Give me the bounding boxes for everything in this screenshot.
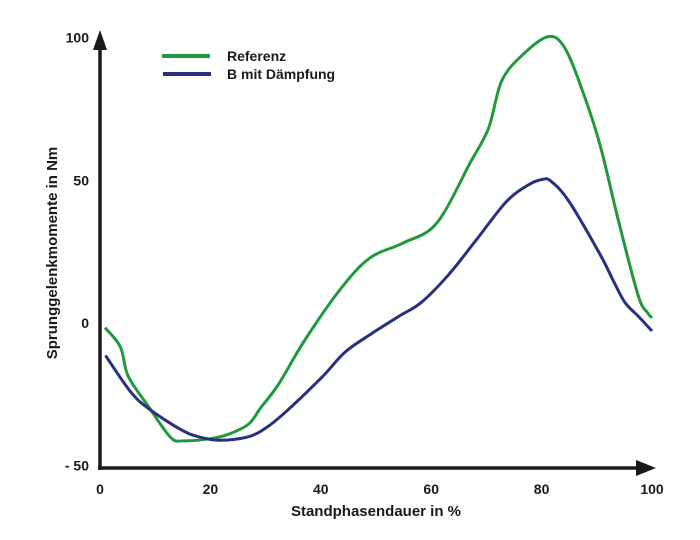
x-tick-label: 60 [423,481,439,497]
axes [93,30,656,476]
x-tick-label: 20 [203,481,219,497]
legend-label-referenz: Referenz [227,48,286,64]
y-tick-label: - 50 [65,458,89,474]
x-tick-label: 0 [96,481,104,497]
x-tick-label: 100 [640,481,664,497]
series-line-b-mit-daempfung [104,177,654,442]
x-tick-label: 80 [534,481,550,497]
y-tick-label: 100 [66,30,90,46]
x-axis-arrow [636,460,656,476]
legend: Referenz B mit Dämpfung [162,48,335,82]
legend-label-b-mit-daempfung: B mit Dämpfung [227,66,335,82]
x-axis-label: Standphasendauer in % [291,503,461,520]
y-axis-arrow [93,30,107,50]
series-line-referenz [103,34,654,443]
y-axis-label: Sprunggelenkmomente in Nm [44,147,61,360]
y-tick-label: 0 [81,315,89,331]
y-tick-label: 50 [73,172,89,188]
x-tick-label: 40 [313,481,329,497]
